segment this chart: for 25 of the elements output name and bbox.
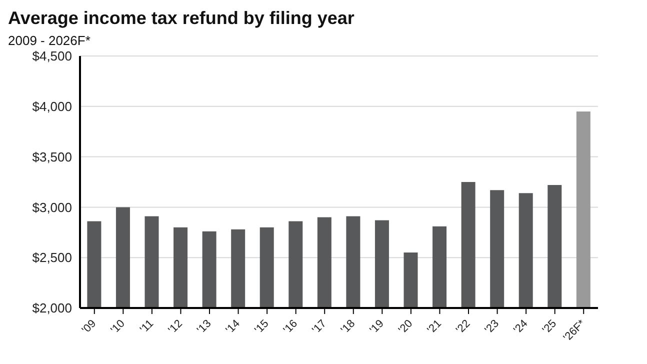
x-tick-label: '15 — [252, 318, 272, 336]
x-tick-label: '19 — [368, 318, 386, 336]
y-tick-label: $4,500 — [32, 48, 72, 64]
x-tick-label: '16 — [281, 318, 300, 336]
y-tick-label: $3,500 — [32, 149, 72, 164]
chart-subtitle: 2009 - 2026F* — [8, 33, 92, 48]
x-tick-label: '21 — [425, 318, 444, 336]
x-tick-label: '11 — [138, 318, 156, 336]
x-tick-label: '10 — [108, 318, 128, 336]
x-tick-label: '18 — [338, 318, 358, 336]
y-tick-label: $2,000 — [32, 300, 72, 316]
chart-title: Average income tax refund by filing year — [8, 8, 356, 29]
y-tick-label: $4,000 — [32, 99, 72, 114]
x-tick-label: '09 — [80, 318, 99, 336]
x-tick-label: '13 — [195, 318, 214, 336]
x-tick-label: '12 — [166, 318, 185, 336]
x-tick-label: '17 — [310, 318, 329, 336]
y-tick-label: $3,000 — [32, 200, 72, 215]
x-tick-label: '23 — [482, 318, 502, 336]
x-tick-label: '24 — [512, 318, 530, 336]
y-tick-label: $2,500 — [32, 250, 72, 266]
x-tick-label: '14 — [224, 318, 242, 336]
x-tick-label: '25 — [540, 318, 560, 336]
x-tick-label: '22 — [454, 318, 473, 336]
x-tick-label: '20 — [396, 318, 416, 336]
